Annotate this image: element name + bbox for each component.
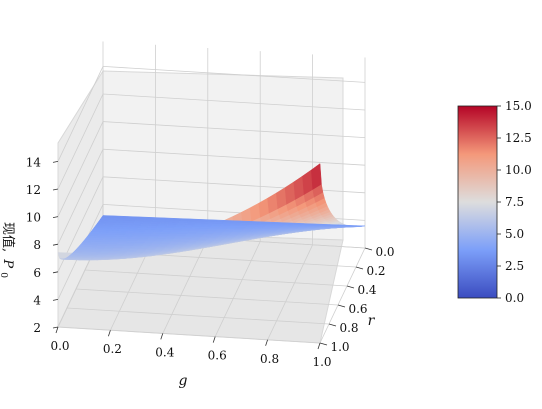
- y-tick-label: 1.0: [330, 340, 349, 354]
- surface-facet: [355, 226, 365, 227]
- x-tick-label: 0.8: [260, 352, 279, 366]
- y-tick-label: 0.0: [375, 245, 394, 259]
- colorbar-tick-label: 15.0: [505, 99, 532, 113]
- colorbar-tick-label: 2.5: [505, 259, 524, 273]
- z-tick-label: 12: [26, 183, 41, 197]
- colorbar-tick-label: 5.0: [505, 227, 524, 241]
- colorbar-tick-label: 12.5: [505, 131, 532, 145]
- x-tick: [266, 340, 268, 346]
- z-tick-label: 2: [33, 321, 41, 335]
- x-tick-label: 0.2: [103, 342, 122, 356]
- x-tick: [108, 330, 110, 336]
- colorbar: 0.0 2.5 5.0 7.5 10.0 12.5 15.0: [458, 99, 532, 305]
- y-tick: [320, 343, 327, 345]
- x-tick-label: 1.0: [312, 355, 331, 369]
- x-tick: [56, 327, 58, 333]
- z-tick-label: 10: [26, 211, 41, 225]
- y-tick: [365, 248, 372, 250]
- z-axis-label-subscript: 0: [0, 272, 8, 278]
- z-axis-label: 现值, P 0: [0, 222, 16, 278]
- z-tick: [53, 272, 58, 273]
- x-axis-label: g: [179, 373, 188, 389]
- z-tick: [53, 217, 58, 218]
- x-tick-label: 0.6: [208, 349, 227, 363]
- z-tick: [53, 327, 58, 328]
- x-tick: [161, 333, 163, 339]
- y-tick: [356, 267, 363, 269]
- z-axis-label-symbol: P: [0, 258, 15, 268]
- colorbar-tick-label: 7.5: [505, 195, 524, 209]
- y-tick-label: 0.4: [357, 283, 376, 297]
- x-tick: [318, 343, 320, 349]
- colorbar-bar: [458, 106, 497, 298]
- x-tick: [213, 337, 215, 343]
- z-tick: [53, 189, 58, 190]
- y-tick-label: 0.2: [366, 264, 385, 278]
- colorbar-tick-label: 0.0: [505, 291, 524, 305]
- y-tick-label: 0.8: [339, 321, 358, 335]
- z-tick: [53, 161, 58, 162]
- colorbar-tick-label: 10.0: [505, 163, 532, 177]
- z-tick-label: 4: [33, 293, 41, 307]
- y-tick: [329, 324, 336, 326]
- z-tick-label: 8: [33, 238, 41, 252]
- y-tick-label: 0.6: [348, 302, 367, 316]
- y-tick: [338, 305, 345, 307]
- z-tick-label: 6: [33, 266, 41, 280]
- z-tick: [53, 299, 58, 300]
- y-tick: [347, 286, 354, 288]
- y-axis-label: r: [368, 313, 376, 329]
- z-axis-label-prefix: 现值,: [0, 222, 16, 252]
- z-tick-label: 14: [26, 155, 42, 169]
- x-tick-label: 0.4: [155, 345, 174, 359]
- x-tick-label: 0.0: [50, 339, 69, 353]
- z-tick: [53, 244, 58, 245]
